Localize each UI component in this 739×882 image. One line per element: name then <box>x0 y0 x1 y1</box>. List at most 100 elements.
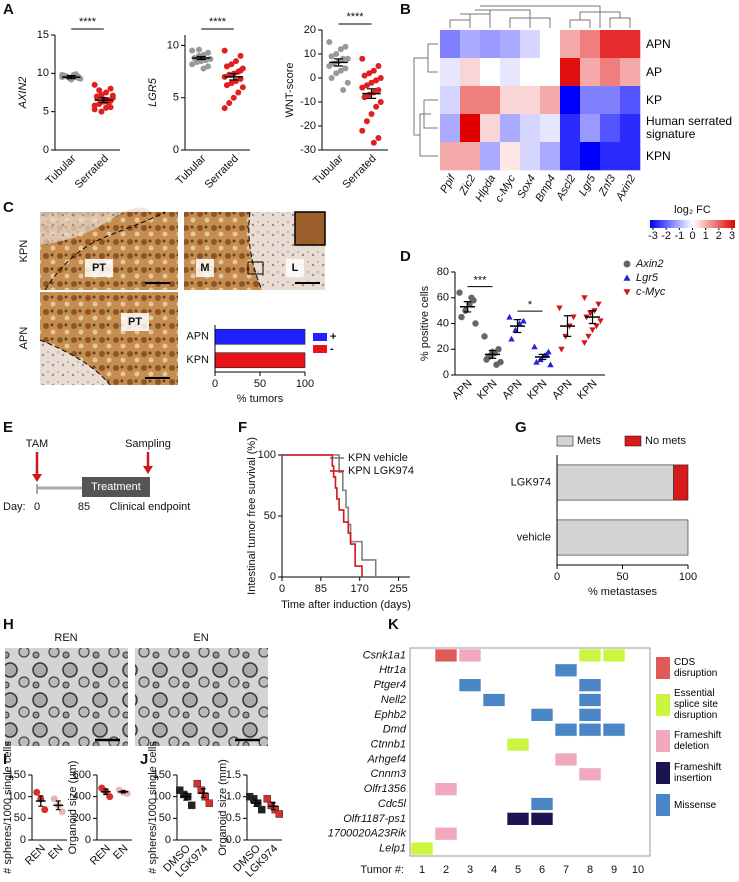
data-point <box>623 260 631 268</box>
data-point <box>458 313 465 321</box>
data-point <box>585 333 592 340</box>
data-point <box>508 335 515 342</box>
y-tick-label: 0 <box>310 72 316 84</box>
data-point <box>543 351 550 357</box>
panel-letter: D <box>400 248 411 265</box>
data-point <box>193 779 201 788</box>
y-tick-label: 10 <box>37 67 49 79</box>
data-point <box>263 795 271 803</box>
data-point <box>363 118 370 125</box>
mutation-cell <box>602 648 626 663</box>
colorbar-label: log₂ FC <box>674 204 711 216</box>
y-tick-label: 0 <box>20 834 26 846</box>
mutation-cell <box>602 722 626 737</box>
heatmap-cell <box>440 30 461 59</box>
error-bar <box>270 802 276 811</box>
data-point <box>368 111 375 117</box>
image-label: PT <box>92 262 106 274</box>
y-tick-label: -10 <box>300 96 316 108</box>
mutation-cell <box>530 812 554 826</box>
dendrogram <box>413 5 631 157</box>
gene-label: Lelp1 <box>379 842 406 854</box>
mutation-cell <box>434 782 458 796</box>
y-axis-label: % positive cells <box>419 285 431 361</box>
heatmap-cell <box>560 58 581 87</box>
data-point <box>533 358 540 365</box>
heatmap-cell <box>520 30 541 59</box>
legend: CDS disruption Essential splice site disr… <box>656 656 737 825</box>
timeline-label: Clinical endpoint <box>110 501 191 513</box>
organoid-image <box>135 648 268 746</box>
y-tick-label: 1.5 <box>226 769 241 781</box>
data-point <box>581 295 588 301</box>
treatment-box <box>82 477 150 497</box>
heatmap-cell <box>540 142 561 171</box>
data-point <box>368 79 375 86</box>
timeline-day: 85 <box>78 501 90 513</box>
heatmap-cell <box>540 114 561 143</box>
y-tick-label: 0 <box>43 144 49 156</box>
heatmap-cell <box>460 86 481 115</box>
y-tick-label: 50 <box>264 510 276 522</box>
error-bar <box>103 788 109 796</box>
x-tick-label: 3 <box>467 864 473 876</box>
legend-item: CDS disruption <box>656 656 737 680</box>
data-point <box>258 805 266 814</box>
heatmap-cell <box>620 58 641 87</box>
heatmap-cell <box>620 114 641 143</box>
heatmap-cell <box>600 30 621 59</box>
data-point <box>103 89 110 96</box>
timeline-label: Sampling <box>125 438 171 450</box>
panel-letter: B <box>400 1 411 18</box>
gene-label: Arhgef4 <box>366 753 406 765</box>
y-tick-label: 0 <box>173 144 179 156</box>
x-tick-label: KPN <box>575 378 600 403</box>
heatmap-cell <box>440 114 461 143</box>
gene-label: Ptger4 <box>374 679 406 691</box>
legend-label: + <box>330 331 336 343</box>
gene-label: Ctnnb1 <box>371 738 406 750</box>
data-point <box>228 61 235 68</box>
data-point <box>107 85 114 92</box>
legend-swatch <box>656 657 670 679</box>
mutation-cell <box>506 812 530 826</box>
stroma-region <box>248 212 325 290</box>
y-tick-label: 50 <box>159 812 171 824</box>
organoid-images: REN EN <box>5 632 268 746</box>
data-point <box>456 289 463 296</box>
colorbar <box>650 220 735 228</box>
error-bar <box>99 97 109 104</box>
tumor-border <box>248 211 263 291</box>
legend-label: Mets <box>577 435 601 447</box>
data-point <box>176 786 184 794</box>
heatmap-cell <box>460 114 481 143</box>
y-axis-label: Organoid size (mm) <box>217 759 229 856</box>
bar-segment <box>673 464 689 501</box>
x-tick-label: 5 <box>515 864 521 876</box>
heatmap-cell <box>480 142 501 171</box>
data-point <box>68 76 75 83</box>
timeline-day: 0 <box>34 501 40 513</box>
x-tick-label: REN <box>23 843 48 868</box>
data-point <box>221 105 228 112</box>
gene-label: Dmd <box>383 724 407 736</box>
data-point <box>359 84 366 91</box>
heatmap-cell <box>540 86 561 115</box>
x-axis-label: Tumor #: <box>360 864 404 876</box>
image-label: L <box>292 262 299 274</box>
y-tick-label: 100 <box>153 791 171 803</box>
data-point <box>481 333 488 340</box>
heatmap-cell <box>580 86 601 115</box>
y-tick-label: 50 <box>14 812 26 824</box>
heatmap-cell <box>540 58 561 87</box>
y-tick-label: 400 <box>73 791 91 803</box>
data-point <box>363 82 370 89</box>
x-tick-label: 1 <box>419 864 425 876</box>
y-tick-label: 20 <box>304 24 316 36</box>
x-tick-label: 255 <box>389 583 407 595</box>
timeline-label: Day: <box>3 501 26 513</box>
row-label: APN <box>646 36 671 51</box>
y-tick-label: 0.0 <box>226 834 241 846</box>
data-point <box>200 65 207 72</box>
survival-curve <box>282 454 377 577</box>
